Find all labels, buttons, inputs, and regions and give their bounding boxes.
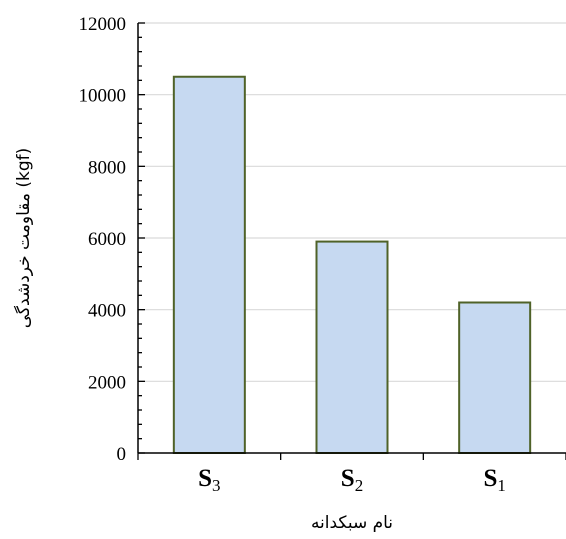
y-tick-label: 4000 [88,301,126,322]
y-axis-title: مقاومت خردشدگی (kgf) [13,148,34,328]
x-category-label: S2 [341,465,363,495]
y-tick-label: 6000 [88,229,126,250]
axes [137,22,566,460]
y-tick-labels: 0 2000 4000 6000 8000 10000 12000 [79,14,127,465]
x-category-label: S1 [483,465,505,495]
x-category-labels: S3 S2 S1 [198,465,506,495]
bars [172,75,532,454]
y-tick-label: 12000 [79,14,127,35]
y-tick-label: 2000 [88,372,126,393]
bar [315,240,389,454]
x-category-label: S3 [198,465,220,495]
bar [458,301,532,454]
x-axis-title: نام سبکدانه [311,513,393,533]
y-tick-label: 8000 [88,157,126,178]
bar [172,75,246,454]
y-tick-label: 0 [117,444,127,465]
y-tick-label: 10000 [79,86,127,107]
